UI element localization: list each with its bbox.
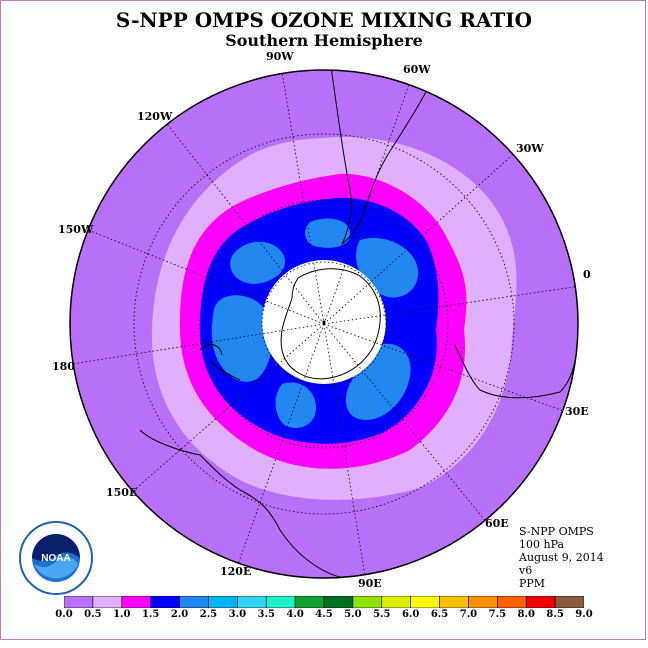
lon-label-90e: 90E: [358, 577, 382, 590]
lon-label-150w: 150W: [58, 223, 94, 236]
colorbar-swatch: [237, 596, 267, 608]
colorbar-tick-label: 1.0: [113, 609, 131, 620]
colorbar-ticks: 0.0 0.5 1.0 1.5 2.0 2.5 3.0 3.5 4.0 4.5 5.0 5.5 6.0 6…: [0, 609, 648, 623]
colorbar-swatch: [468, 596, 498, 608]
colorbar-swatch: [497, 596, 527, 608]
colorbar-tick-label: 2.0: [170, 609, 189, 620]
lon-label-0: 0: [583, 268, 591, 281]
colorbar-swatch: [265, 596, 296, 608]
colorbar-swatch: [92, 596, 123, 608]
lon-label-60e: 60E: [485, 517, 509, 530]
colorbar-tick-label: 7.5: [488, 609, 507, 620]
colorbar-swatch: [439, 596, 469, 608]
australia-coast: [139, 429, 361, 578]
lon-label-120e: 120E: [220, 565, 252, 578]
logo-text: NOAA: [41, 553, 70, 564]
noaa-logo-icon: NOAA: [19, 521, 93, 595]
colorbar-tick-label: 3.0: [228, 609, 247, 620]
colorbar-tick-label: 2.5: [199, 609, 218, 620]
antarctica-coast: [280, 268, 381, 380]
colorbar-tick-label: 9.0: [575, 609, 593, 620]
info-date: August 9, 2014: [519, 551, 604, 564]
colorbar-tick-label: 6.5: [430, 609, 449, 620]
parallels: [133, 133, 515, 515]
colorbar-tick-label: 6.0: [401, 609, 420, 620]
page-subtitle: Southern Hemisphere: [225, 31, 423, 50]
colorbar-tick-label: 0.0: [55, 609, 73, 620]
colorbar: [64, 596, 584, 608]
info-units: PPM: [519, 577, 546, 590]
colorbar-swatch: [208, 596, 238, 608]
colorbar-swatch: [323, 596, 354, 608]
lon-label-120w: 120W: [137, 110, 173, 123]
pole-marker: [322, 320, 326, 324]
lon-label-180: 180: [52, 360, 75, 373]
lon-label-90w: 90W: [266, 50, 294, 63]
colorbar-tick-label: 5.0: [344, 609, 362, 620]
colorbar-tick-label: 0.5: [84, 609, 102, 620]
info-version: v6: [519, 564, 533, 577]
colorbar-swatch: [525, 596, 556, 608]
colorbar-tick-label: 7.0: [459, 609, 478, 620]
info-instrument: S-NPP OMPS: [519, 525, 594, 538]
colorbar-tick-label: 4.0: [286, 609, 304, 620]
colorbar-tick-label: 8.0: [517, 609, 535, 620]
colorbar-swatch: [294, 596, 325, 608]
meridians: [71, 70, 578, 578]
africa-coast: [454, 319, 578, 399]
lon-label-60w: 60W: [403, 63, 431, 76]
colorbar-swatch: [352, 596, 383, 608]
plot-info: S-NPP OMPS 100 hPa August 9, 2014 v6 PPM: [519, 525, 604, 590]
coastlines: [139, 70, 578, 578]
colorbar-swatch: [150, 596, 180, 608]
band-2.0-2.5: [211, 218, 419, 428]
colorbar-swatch: [121, 596, 151, 608]
south-america-coast: [329, 70, 436, 245]
colorbar-swatch: [554, 596, 584, 608]
colorbar-tick-label: 8.5: [546, 609, 564, 620]
lon-label-150e: 150E: [106, 486, 138, 499]
lon-label-30w: 30W: [516, 142, 544, 155]
colorbar-swatch: [64, 596, 94, 608]
lon-label-30e: 30E: [565, 405, 589, 418]
colorbar-swatch: [410, 596, 440, 608]
map-boundary: [69, 69, 579, 579]
colorbar-tick-label: 3.5: [257, 609, 275, 620]
colorbar-tick-label: 5.5: [373, 609, 391, 620]
colorbar-swatch: [179, 596, 209, 608]
colorbar-swatch: [381, 596, 411, 608]
colorbar-tick-label: 1.5: [141, 609, 160, 620]
page-title: S-NPP OMPS OZONE MIXING RATIO: [115, 8, 533, 32]
info-level: 100 hPa: [519, 538, 565, 551]
colorbar-tick-label: 4.5: [315, 609, 333, 620]
